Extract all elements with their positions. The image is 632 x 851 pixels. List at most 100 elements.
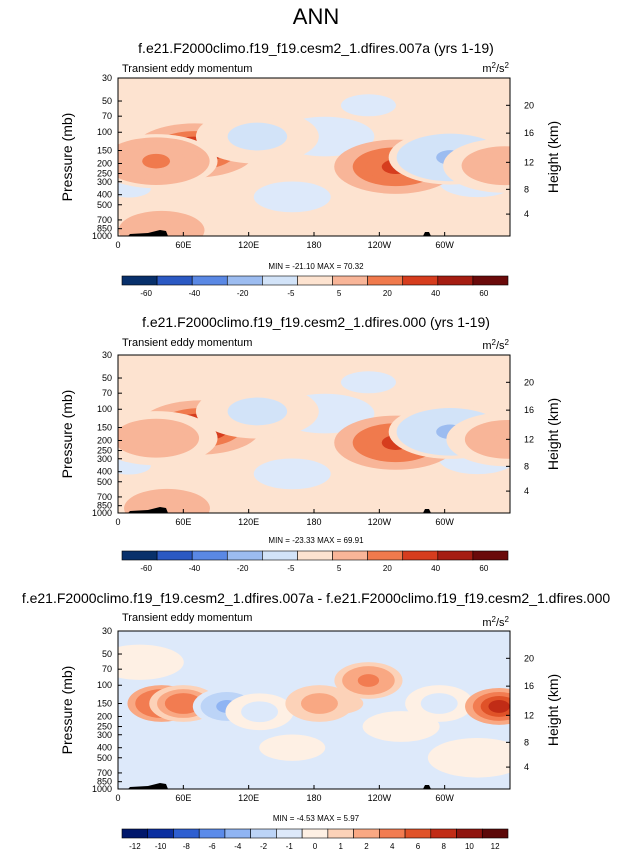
y-tick-label: 500 bbox=[97, 477, 112, 487]
y-tick-label: 50 bbox=[102, 649, 112, 659]
y-tick-label: 100 bbox=[97, 680, 112, 690]
y-tick-label: 50 bbox=[102, 96, 112, 106]
y2-tick-label: 20 bbox=[524, 377, 534, 387]
colorbar-swatch bbox=[472, 275, 509, 286]
colorbar-swatch bbox=[121, 275, 158, 286]
y-tick-label: 250 bbox=[97, 169, 112, 179]
y2-tick-label: 20 bbox=[524, 653, 534, 663]
colorbar-swatch bbox=[147, 828, 174, 839]
y-tick-label: 400 bbox=[97, 190, 112, 200]
y-tick-label: 50 bbox=[102, 373, 112, 383]
y-tick-label: 850 bbox=[97, 224, 112, 234]
y-axis-label: Pressure (mb) bbox=[59, 666, 75, 755]
y2-tick-label: 8 bbox=[524, 184, 529, 194]
x-tick-label: 120E bbox=[238, 793, 259, 803]
min-max-label: MIN = -21.10 MAX = 70.32 bbox=[268, 262, 364, 271]
panel-1: f.e21.F2000climo.f19_f19.cesm2_1.dfires.… bbox=[59, 40, 561, 298]
colorbar-swatch bbox=[327, 828, 354, 839]
contour-feature-1-3 bbox=[172, 697, 195, 710]
y-tick-label: 70 bbox=[102, 664, 112, 674]
contour-feature-4-4 bbox=[243, 404, 272, 419]
contour-feature-3-3 bbox=[248, 705, 271, 719]
colorbar-swatch bbox=[379, 828, 406, 839]
y2-tick-label: 8 bbox=[524, 461, 529, 471]
x-tick-label: 120W bbox=[368, 240, 392, 250]
x-tick-label: 60E bbox=[175, 517, 191, 527]
colorbar-label: 2 bbox=[364, 842, 369, 851]
x-tick-label: 60E bbox=[175, 240, 191, 250]
x-tick-label: 120E bbox=[238, 517, 259, 527]
y-tick-label: 1000 bbox=[92, 784, 112, 794]
y2-axis-label: Height (km) bbox=[545, 121, 561, 193]
y-tick-label: 300 bbox=[97, 730, 112, 740]
y-axis-label: Pressure (mb) bbox=[59, 390, 75, 479]
y-tick-label: 850 bbox=[97, 501, 112, 511]
y-tick-label: 400 bbox=[97, 467, 112, 477]
colorbar-swatch bbox=[297, 550, 333, 561]
colorbar-swatch bbox=[437, 550, 474, 561]
x-tick-label: 0 bbox=[115, 793, 120, 803]
y-tick-label: 200 bbox=[97, 711, 112, 721]
contour-feature-5-4 bbox=[490, 158, 510, 173]
panel-2: f.e21.F2000climo.f19_f19.cesm2_1.dfires.… bbox=[59, 314, 561, 573]
colorbar-label: 12 bbox=[491, 842, 500, 851]
y-tick-label: 1000 bbox=[92, 231, 112, 241]
contour-feature-4-3 bbox=[357, 674, 380, 687]
colorbar-swatch bbox=[332, 275, 368, 286]
colorbar: -12 -10 -8 -6 -4 -2 -1 0 1 2 4 6 8 10 12 bbox=[121, 828, 509, 851]
x-tick-label: 120W bbox=[368, 793, 392, 803]
colorbar: -60 -40 -20 -5 5 20 40 60 bbox=[121, 550, 509, 573]
colorbar-label: 60 bbox=[479, 289, 488, 298]
colorbar: -60 -40 -20 -5 5 20 40 60 bbox=[121, 275, 509, 298]
x-tick-label: 0 bbox=[115, 517, 120, 527]
colorbar-swatch bbox=[301, 828, 329, 839]
y2-tick-label: 4 bbox=[524, 762, 529, 772]
units-label: m2/s2 bbox=[482, 615, 509, 629]
y-tick-label: 100 bbox=[97, 404, 112, 414]
page-title: ANN bbox=[293, 4, 339, 29]
y2-tick-label: 16 bbox=[524, 405, 534, 415]
colorbar-swatch bbox=[456, 828, 483, 839]
y2-tick-label: 12 bbox=[524, 434, 534, 444]
y-tick-label: 400 bbox=[97, 743, 112, 753]
colorbar-swatch bbox=[404, 828, 432, 839]
y2-tick-label: 4 bbox=[524, 209, 529, 219]
y2-tick-label: 16 bbox=[524, 128, 534, 138]
y-tick-label: 500 bbox=[97, 753, 112, 763]
colorbar-swatch bbox=[198, 828, 226, 839]
colorbar-swatch bbox=[224, 828, 251, 839]
colorbar-label: 20 bbox=[383, 289, 392, 298]
colorbar-swatch bbox=[367, 275, 404, 286]
colorbar-swatch bbox=[121, 828, 149, 839]
panel-3: f.e21.F2000climo.f19_f19.cesm2_1.dfires.… bbox=[22, 590, 611, 851]
min-max-label: MIN = -4.53 MAX = 5.97 bbox=[273, 814, 360, 823]
colorbar-label: 0 bbox=[313, 842, 318, 851]
colorbar-label: -8 bbox=[183, 842, 191, 851]
colorbar-label: -2 bbox=[260, 842, 268, 851]
topography bbox=[128, 507, 431, 513]
y-tick-label: 30 bbox=[102, 73, 112, 83]
panel-title: f.e21.F2000climo.f19_f19.cesm2_1.dfires.… bbox=[138, 40, 494, 56]
colorbar-label: -60 bbox=[140, 564, 152, 573]
x-tick-label: 60W bbox=[435, 517, 454, 527]
x-tick-label: 180 bbox=[306, 240, 321, 250]
colorbar-swatch bbox=[156, 275, 193, 286]
y-tick-label: 250 bbox=[97, 722, 112, 732]
colorbar-label: 20 bbox=[383, 564, 392, 573]
colorbar-swatch bbox=[367, 550, 404, 561]
colorbar-label: 8 bbox=[441, 842, 446, 851]
y-tick-label: 250 bbox=[97, 446, 112, 456]
topography bbox=[128, 783, 431, 789]
colorbar-swatch bbox=[481, 828, 509, 839]
colorbar-swatch bbox=[402, 275, 439, 286]
panel-subtitle: Transient eddy momentum bbox=[122, 337, 252, 349]
colorbar-swatch bbox=[402, 550, 439, 561]
x-tick-label: 120E bbox=[238, 240, 259, 250]
x-tick-label: 120W bbox=[368, 517, 392, 527]
colorbar-swatch bbox=[332, 550, 368, 561]
colorbar-swatch bbox=[276, 828, 303, 839]
contour-feature-4-4 bbox=[243, 129, 272, 144]
